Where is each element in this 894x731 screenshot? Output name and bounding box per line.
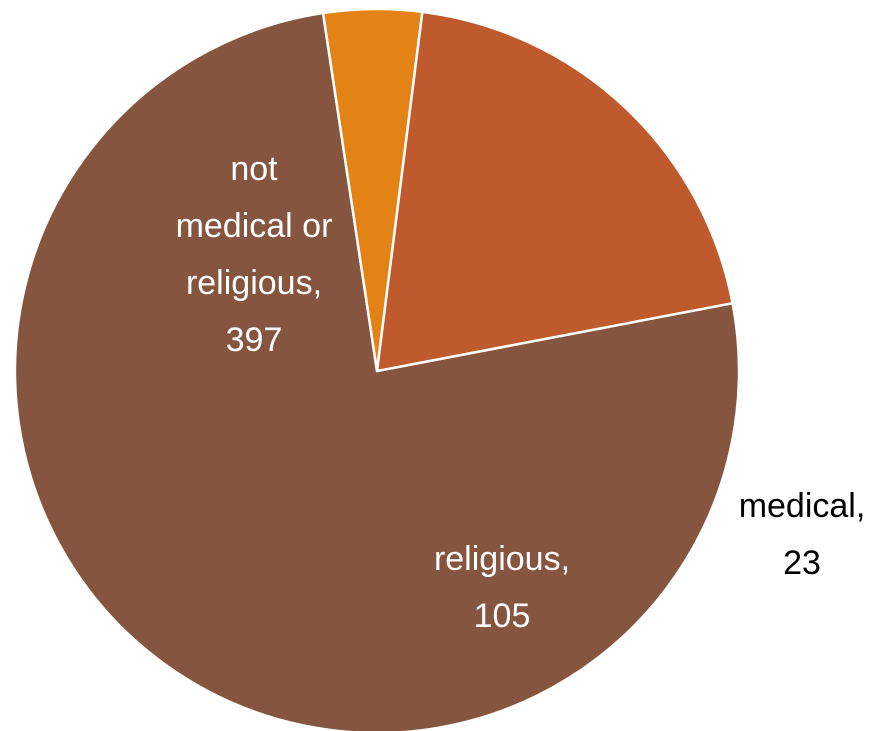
label-line: 397: [226, 321, 283, 359]
pie-labels: not medical or religious, 397 medical, 23 reli…: [176, 150, 866, 635]
label-line: not: [230, 150, 278, 188]
pie-slices: [13, 7, 741, 731]
label-not-medical-or-religious: not medical or religious, 397: [176, 150, 333, 359]
label-line: medical or: [176, 207, 333, 245]
label-line: religious,: [186, 264, 322, 302]
label-religious: religious, 105: [434, 540, 570, 635]
slice-religious: [375, 10, 734, 373]
label-line: medical,: [739, 487, 866, 525]
label-line: 23: [783, 544, 821, 582]
label-line: 105: [474, 597, 531, 635]
label-line: religious,: [434, 540, 570, 578]
label-medical: medical, 23: [739, 487, 866, 582]
